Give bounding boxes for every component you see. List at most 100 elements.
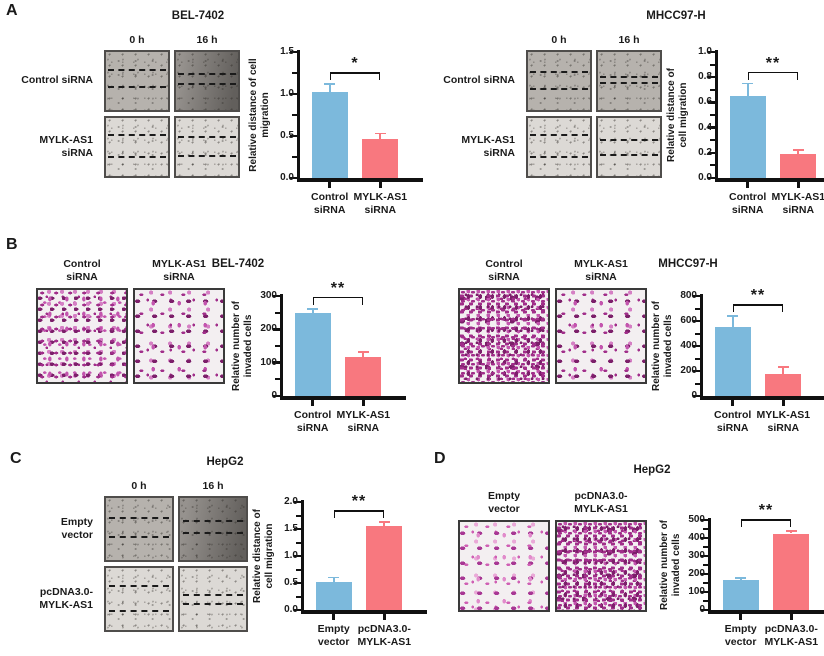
y-axis-title: Relative distance of cell migration [252, 509, 275, 603]
y-axis-title: Relative distance of cell migration [248, 58, 271, 172]
wound-edge-line [182, 532, 244, 535]
time-header-16h: 16 h [196, 34, 218, 46]
y-minor-tick [296, 595, 301, 598]
group-header-empty-vector: Empty vector [487, 490, 521, 515]
y-minor-tick [275, 311, 280, 314]
significance-bracket-end [382, 509, 385, 518]
error-bar-cap [324, 83, 336, 85]
y-tick [294, 500, 301, 504]
y-tick-label: 600 [680, 315, 697, 326]
cell-line-title: BEL-7402 [171, 10, 225, 22]
y-tick-label: 400 [680, 340, 697, 351]
bar-mylk-as1-sirna [362, 139, 399, 178]
y-tick-label: 0.8 [698, 71, 712, 83]
y-minor-tick [296, 514, 301, 517]
significance-bracket-end [789, 518, 792, 527]
x-axis [715, 178, 824, 182]
y-minor-tick [703, 564, 708, 566]
invasion-image-grid: Empty vector pcDNA3.0- MYLK-AS1 [458, 490, 647, 613]
cell-line-title: MHCC97-H [646, 10, 706, 22]
bar-chart-bel7402-invasion: 0 100 200 300 Control siRNA MYLK-AS1 siRNA ** R… [231, 279, 409, 442]
wound-edge-line [530, 134, 588, 137]
y-tick [693, 319, 700, 323]
time-header-16h: 16 h [202, 480, 224, 492]
wound-edge-line [530, 71, 588, 74]
y-axis [708, 518, 711, 610]
x-category-label: Empty vector [317, 623, 350, 648]
significance-bracket [732, 304, 784, 306]
invasion-micrograph [133, 288, 225, 385]
x-tick [328, 181, 332, 188]
significance-bracket [740, 518, 792, 521]
x-category-label: Control siRNA [729, 191, 767, 216]
y-tick [708, 75, 715, 79]
y-tick [708, 151, 715, 155]
wound-image-grid: 0 h 16 h Empty vector pcDNA3.0- MYLK-AS1 [8, 478, 248, 632]
bar-mylk-as1-sirna [765, 373, 802, 396]
y-tick-label: 1.5 [284, 523, 298, 534]
wound-micrograph [178, 566, 248, 632]
y-tick [693, 369, 700, 373]
time-header-0h: 0 h [129, 34, 145, 46]
error-bar [328, 83, 331, 93]
x-tick [311, 399, 315, 406]
panel-d-hepg2-block: HepG2 Empty vector pcDNA3.0- MYLK-AS1 0 1… [430, 452, 824, 656]
error-bar [790, 530, 793, 534]
y-tick [701, 590, 708, 594]
significance-bracket-end [333, 509, 336, 518]
wound-edge-line [600, 138, 658, 141]
y-tick-label: 1.5 [280, 46, 294, 57]
y-axis [715, 50, 718, 178]
error-bar-cap [727, 315, 739, 317]
wound-edge-line [600, 153, 658, 156]
x-category-label: MYLK-AS1 siRNA [771, 191, 824, 216]
significance-bracket-end [732, 304, 735, 312]
wound-edge-line [108, 585, 170, 588]
y-tick [701, 608, 708, 612]
y-axis-title: Relative number of invaded cells [651, 300, 674, 392]
x-axis [297, 178, 423, 182]
error-bar [782, 366, 785, 374]
significance-stars: ** [330, 279, 346, 297]
y-tick [273, 328, 280, 331]
y-minor-tick [296, 568, 301, 571]
wound-image-grid: 0 h 16 h Control siRNA MYLK-AS1 siRNA [430, 32, 662, 178]
y-minor-tick [710, 164, 715, 167]
significance-bracket-end [740, 518, 743, 527]
error-bar [362, 352, 365, 357]
error-bar-cap [777, 365, 789, 368]
x-tick [731, 399, 735, 406]
y-minor-tick [710, 88, 715, 91]
y-tick-label: 0.4 [698, 121, 712, 133]
bar-mylk-as1-sirna [345, 356, 382, 396]
error-bar-cap [374, 132, 386, 135]
wound-micrograph [104, 496, 174, 562]
bar-chart-hepg2-migration: 0.0 0.5 1.0 1.5 2.0 Empty vector pcDNA3.0- MYL… [252, 486, 427, 656]
time-header-0h: 0 h [131, 480, 147, 492]
wound-micrograph [104, 116, 170, 178]
y-tick-label: 0 [691, 390, 697, 401]
error-bar-cap [785, 529, 797, 532]
y-tick [273, 294, 280, 298]
invasion-image-grid: Control siRNA MYLK-AS1 siRNA [36, 258, 225, 385]
y-minor-tick [275, 345, 280, 347]
bar-pcdna3-0-mylk-as1 [366, 526, 403, 610]
x-tick [361, 399, 365, 406]
x-axis [301, 610, 427, 614]
bar-chart-hepg2-invasion: 0 100 200 300 400 500 Empty vector pcDNA3.0- MY… [659, 502, 824, 656]
cell-line-title: BEL-7402 [211, 258, 265, 270]
wound-edge-line [108, 610, 170, 613]
y-minor-tick [695, 332, 700, 335]
y-tick [290, 134, 297, 138]
wound-edge-line [530, 155, 588, 158]
x-category-label: Control siRNA [294, 409, 332, 434]
y-minor-tick [703, 600, 708, 602]
y-tick [693, 394, 700, 398]
wound-edge-line [108, 156, 166, 159]
x-category-label: MYLK-AS1 siRNA [353, 191, 408, 216]
y-tick-label: 300 [260, 290, 277, 301]
panel-b-bel7402-block: BEL-7402 Control siRNA MYLK-AS1 siRNA 0 1… [8, 238, 413, 442]
wound-edge-line [108, 536, 170, 539]
x-category-label: Control siRNA [714, 409, 752, 434]
group-header-control-sirna: Control siRNA [485, 258, 523, 283]
